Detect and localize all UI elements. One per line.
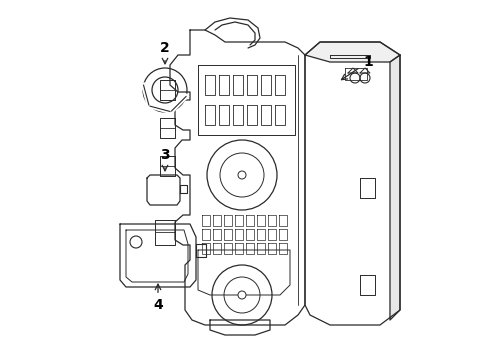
Polygon shape	[305, 42, 399, 325]
Polygon shape	[305, 42, 399, 62]
Circle shape	[238, 291, 245, 299]
Polygon shape	[170, 30, 305, 325]
Text: 4: 4	[153, 284, 163, 312]
Circle shape	[238, 171, 245, 179]
Text: 3: 3	[160, 148, 169, 171]
Text: 1: 1	[341, 55, 372, 80]
Text: 2: 2	[160, 41, 169, 64]
Polygon shape	[389, 55, 399, 320]
